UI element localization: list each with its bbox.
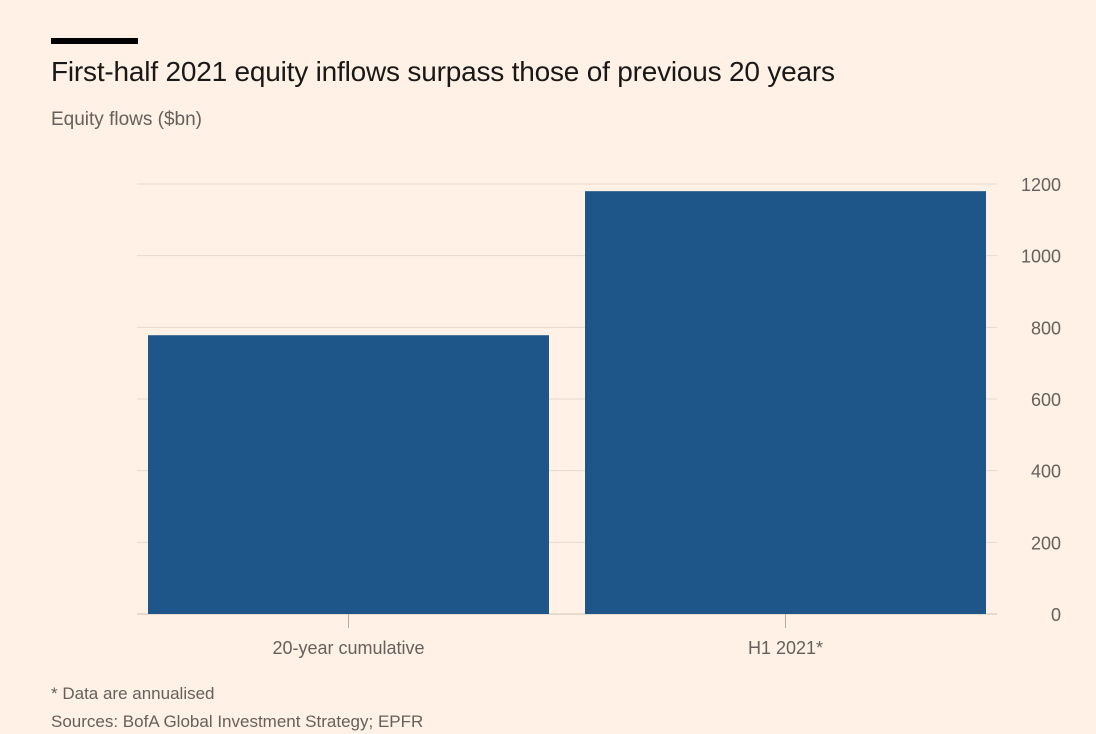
y-tick-label: 0 bbox=[1051, 605, 1061, 625]
chart-subtitle: Equity flows ($bn) bbox=[51, 109, 203, 130]
y-tick-label: 400 bbox=[1031, 462, 1061, 482]
bar bbox=[148, 335, 549, 614]
y-tick-label: 200 bbox=[1031, 533, 1061, 553]
x-tick-label: H1 2021* bbox=[748, 638, 823, 658]
y-tick-label: 600 bbox=[1031, 390, 1061, 410]
source-note: Sources: BofA Global Investment Strategy… bbox=[51, 712, 424, 731]
chart-title: First-half 2021 equity inflows surpass t… bbox=[51, 56, 835, 87]
top-rule bbox=[51, 38, 138, 44]
x-tick-label: 20-year cumulative bbox=[272, 638, 424, 658]
y-tick-label: 1200 bbox=[1021, 175, 1061, 195]
footnote: * Data are annualised bbox=[51, 684, 215, 703]
y-tick-label: 1000 bbox=[1021, 247, 1061, 267]
y-tick-label: 800 bbox=[1031, 318, 1061, 338]
bar bbox=[585, 191, 986, 614]
